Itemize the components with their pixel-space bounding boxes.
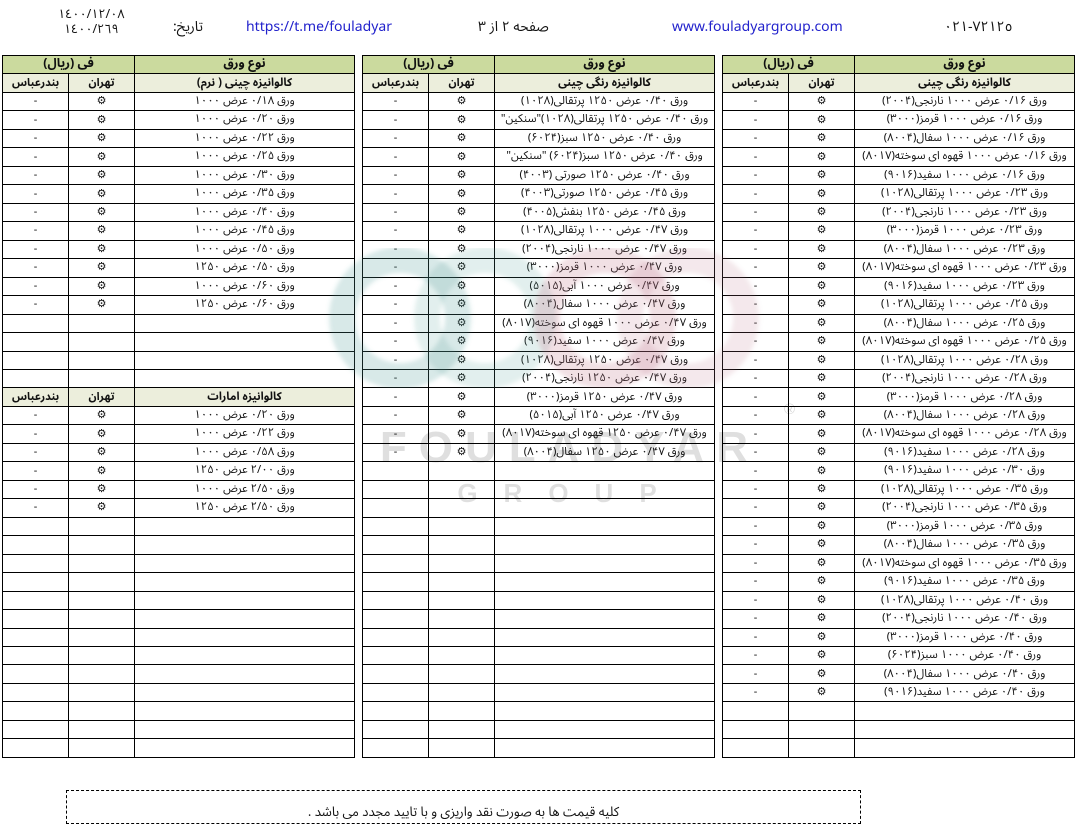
svg-text:®: ® (784, 401, 795, 418)
